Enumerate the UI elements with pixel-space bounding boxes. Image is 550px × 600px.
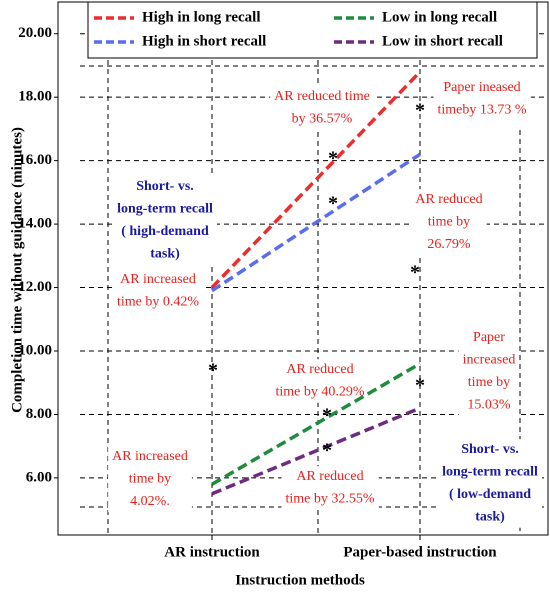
asterisk: * — [322, 440, 332, 462]
annotation-text: Paper ineased — [443, 80, 520, 95]
asterisk: * — [322, 405, 332, 427]
annotation-text: time by 0.42% — [117, 295, 199, 310]
annotation: AR reduced time by 26.79% — [411, 189, 487, 256]
x-axis-title: Instruction methods — [235, 572, 365, 588]
annotation: AR increased time by 4.02%. — [108, 446, 192, 513]
y-tick-label: 6.00 — [26, 469, 52, 485]
annotation-text: Short- vs. — [136, 179, 194, 194]
annotation-text: AR reduced — [415, 192, 482, 207]
annotation-bg — [281, 466, 379, 510]
annotation-text: long-term recall — [442, 465, 538, 480]
annotation-text: time by 32.55% — [285, 492, 374, 507]
annotation-text: AR reduced — [286, 362, 353, 377]
asterisk: * — [415, 375, 425, 397]
annotation: AR increased time by 0.42% — [112, 269, 204, 313]
annotation-text: 4.02%. — [130, 494, 170, 509]
y-axis-title: Completion time without guidance (minute… — [9, 127, 25, 413]
annotation-bg — [108, 446, 192, 513]
annotation: Paper increased time by 15.03% — [458, 327, 520, 416]
annotation-text: time by — [468, 375, 510, 390]
legend-label: Low in short recall — [382, 33, 503, 49]
y-tick-label: 16.00 — [18, 152, 52, 168]
y-tick-label: 10.00 — [18, 342, 52, 358]
annotation-text: increased — [463, 353, 516, 368]
annotation: AR reduced time by 36.57% — [270, 86, 374, 130]
annotation-text: long-term recall — [117, 202, 213, 217]
annotation-bg — [113, 176, 217, 265]
annotation-text: 26.79% — [427, 237, 471, 252]
annotation-bg — [270, 86, 374, 130]
y-tick-label: 20.00 — [18, 25, 52, 41]
annotation-text: AR reduced — [296, 469, 363, 484]
legend-label: Low in long recall — [382, 9, 497, 25]
asterisk: * — [410, 262, 420, 284]
annotation-text: ( low-demand — [449, 487, 531, 502]
annotation-text: 15.03% — [467, 398, 511, 413]
annotation-text: AR reduced time — [274, 89, 370, 104]
annotation-text: AR increased — [120, 272, 196, 287]
annotation-text: Short- vs. — [461, 442, 519, 457]
asterisk: * — [415, 100, 425, 122]
series-line — [211, 362, 421, 486]
annotation-bg — [411, 189, 487, 256]
annotations: AR reduced time by 36.57% Paper ineased tim… — [108, 77, 542, 528]
annotation-text: task) — [150, 247, 180, 262]
annotation: Short- vs. long-term recall ( low-demand ta… — [438, 439, 542, 528]
legend-label: High in short recall — [142, 33, 266, 49]
series-line — [210, 70, 422, 289]
asterisk: * — [208, 360, 218, 382]
y-tick-label: 8.00 — [26, 406, 52, 422]
annotation-bg — [458, 327, 520, 416]
annotation: Paper ineased timeby 13.73 % — [433, 77, 531, 121]
annotation-text: ( high-demand — [121, 224, 209, 239]
y-tick-label: 14.00 — [18, 216, 52, 232]
x-tick-label: AR instruction — [164, 544, 260, 560]
annotation-text: AR increased — [112, 449, 188, 464]
series-line — [211, 406, 421, 496]
series-line — [211, 152, 421, 293]
annotation-text: by 36.57% — [292, 112, 353, 127]
annotation: Short- vs. long-term recall ( high-demand t… — [113, 176, 217, 265]
annotation-text: Paper — [473, 330, 505, 345]
annotation-text: time by — [129, 472, 171, 487]
annotation-bg — [271, 359, 369, 403]
y-tick-label: 18.00 — [18, 89, 52, 105]
legend-box — [87, 1, 538, 59]
annotation-bg — [112, 269, 204, 313]
annotation: AR reduced time by 32.55% — [281, 466, 379, 510]
asterisk: * — [328, 148, 338, 170]
x-tick-label: Paper-based instruction — [343, 544, 497, 560]
annotation-bg — [438, 439, 542, 528]
annotation-text: time by — [428, 215, 470, 230]
annotation-text: task) — [475, 510, 505, 525]
annotation-text: time by 40.29% — [275, 385, 364, 400]
annotation-bg — [433, 77, 531, 121]
legend-label: High in long recall — [142, 9, 260, 25]
y-tick-label: 12.00 — [18, 279, 52, 295]
asterisk: * — [328, 193, 338, 215]
annotation: AR reduced time by 40.29% — [271, 359, 369, 403]
annotation-text: timeby 13.73 % — [437, 103, 526, 118]
